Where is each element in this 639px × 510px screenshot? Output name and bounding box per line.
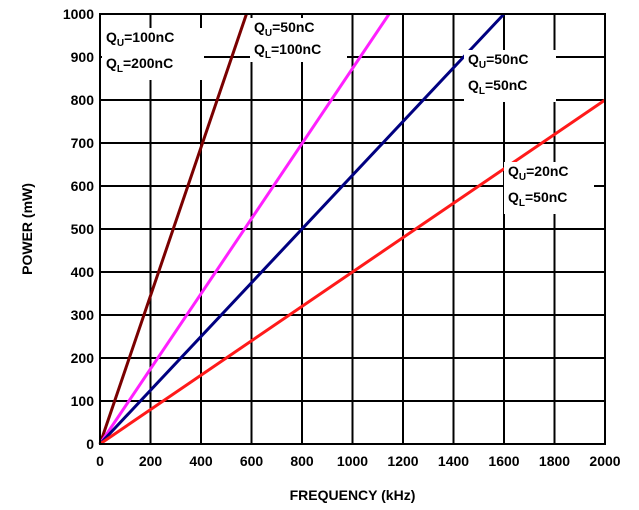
y-tick-label: 500 bbox=[71, 221, 95, 237]
x-tick-labels: 0 200 400 600 800 1000 1200 1400 1600 1800 2000 bbox=[96, 453, 621, 469]
x-tick-label: 2000 bbox=[589, 453, 620, 469]
annotation-subscript: U bbox=[479, 60, 486, 71]
x-tick-label: 0 bbox=[96, 453, 104, 469]
annotation-symbol: Q bbox=[254, 19, 265, 35]
plot-frame bbox=[99, 13, 606, 445]
annotation-label-4: QL=50nC bbox=[508, 189, 567, 209]
y-axis-title: POWER (mW) bbox=[19, 183, 35, 275]
x-tick-label: 200 bbox=[139, 453, 163, 469]
y-tick-label: 0 bbox=[86, 436, 94, 452]
annotation-symbol: Q bbox=[106, 55, 117, 71]
annotation-label-1: QU=100nC bbox=[106, 29, 174, 49]
y-tick-label: 200 bbox=[71, 350, 95, 366]
annotation-subscript: L bbox=[117, 64, 123, 75]
annotation-subscript: L bbox=[479, 86, 485, 97]
annotation-subscript: L bbox=[519, 198, 525, 209]
series-line-3 bbox=[98, 12, 506, 446]
annotation-label-2: QU=50nC bbox=[254, 19, 315, 39]
series-line-4 bbox=[99, 98, 606, 446]
y-tick-label: 800 bbox=[71, 92, 95, 108]
y-tick-label: 600 bbox=[71, 178, 95, 194]
annotation-label-1: QL=200nC bbox=[106, 55, 173, 75]
annotation-label-4: QU=20nC bbox=[508, 163, 569, 183]
y-tick-label: 700 bbox=[71, 135, 95, 151]
annotation-bg bbox=[464, 50, 556, 102]
annotation-subscript: U bbox=[265, 28, 272, 39]
annotation-symbol: Q bbox=[508, 163, 519, 179]
x-tick-label: 600 bbox=[240, 453, 264, 469]
series-line-2 bbox=[98, 13, 391, 445]
annotation-label-3: QL=50nC bbox=[468, 77, 527, 97]
annotation-subscript: U bbox=[519, 172, 526, 183]
annotation-label-2: QL=100nC bbox=[254, 41, 321, 61]
x-axis-title: FREQUENCY (kHz) bbox=[290, 487, 416, 503]
series-line-1 bbox=[98, 13, 248, 445]
y-tick-label: 300 bbox=[71, 307, 95, 323]
annotation-bg bbox=[102, 28, 204, 80]
annotation-value: =50nC bbox=[525, 189, 567, 205]
x-tick-label: 400 bbox=[189, 453, 213, 469]
x-tick-label: 1400 bbox=[438, 453, 469, 469]
x-tick-label: 1000 bbox=[337, 453, 368, 469]
annotation-value: =50nC bbox=[272, 19, 314, 35]
y-tick-label: 100 bbox=[71, 393, 95, 409]
annotation-subscript: L bbox=[265, 50, 271, 61]
annotation-symbol: Q bbox=[468, 77, 479, 93]
annotation-symbol: Q bbox=[508, 189, 519, 205]
annotation-symbol: Q bbox=[106, 29, 117, 45]
annotation-symbol: Q bbox=[254, 41, 265, 57]
annotation-bg bbox=[250, 18, 347, 62]
annotation-value: =50nC bbox=[486, 51, 528, 67]
x-tick-label: 1800 bbox=[539, 453, 570, 469]
annotation-value: =20nC bbox=[526, 163, 568, 179]
annotation-value: =50nC bbox=[485, 77, 527, 93]
annotation-bg bbox=[504, 162, 594, 214]
y-tick-label: 1000 bbox=[63, 6, 94, 22]
annotation-value: =100nC bbox=[124, 29, 174, 45]
annotations: QU=100nCQL=200nCQU=50nCQL=100nCQU=50nCQL… bbox=[102, 18, 594, 214]
y-tick-label: 400 bbox=[71, 264, 95, 280]
series-layer bbox=[98, 12, 606, 446]
annotation-label-3: QU=50nC bbox=[468, 51, 529, 71]
y-tick-labels: 0 100 200 300 400 500 600 700 800 900 1000 bbox=[63, 6, 94, 452]
annotation-symbol: Q bbox=[468, 51, 479, 67]
x-tick-label: 800 bbox=[290, 453, 314, 469]
annotation-subscript: U bbox=[117, 38, 124, 49]
y-tick-label: 900 bbox=[71, 49, 95, 65]
annotation-value: =200nC bbox=[123, 55, 173, 71]
x-tick-label: 1600 bbox=[488, 453, 519, 469]
x-tick-label: 1200 bbox=[387, 453, 418, 469]
annotation-value: =100nC bbox=[271, 41, 321, 57]
